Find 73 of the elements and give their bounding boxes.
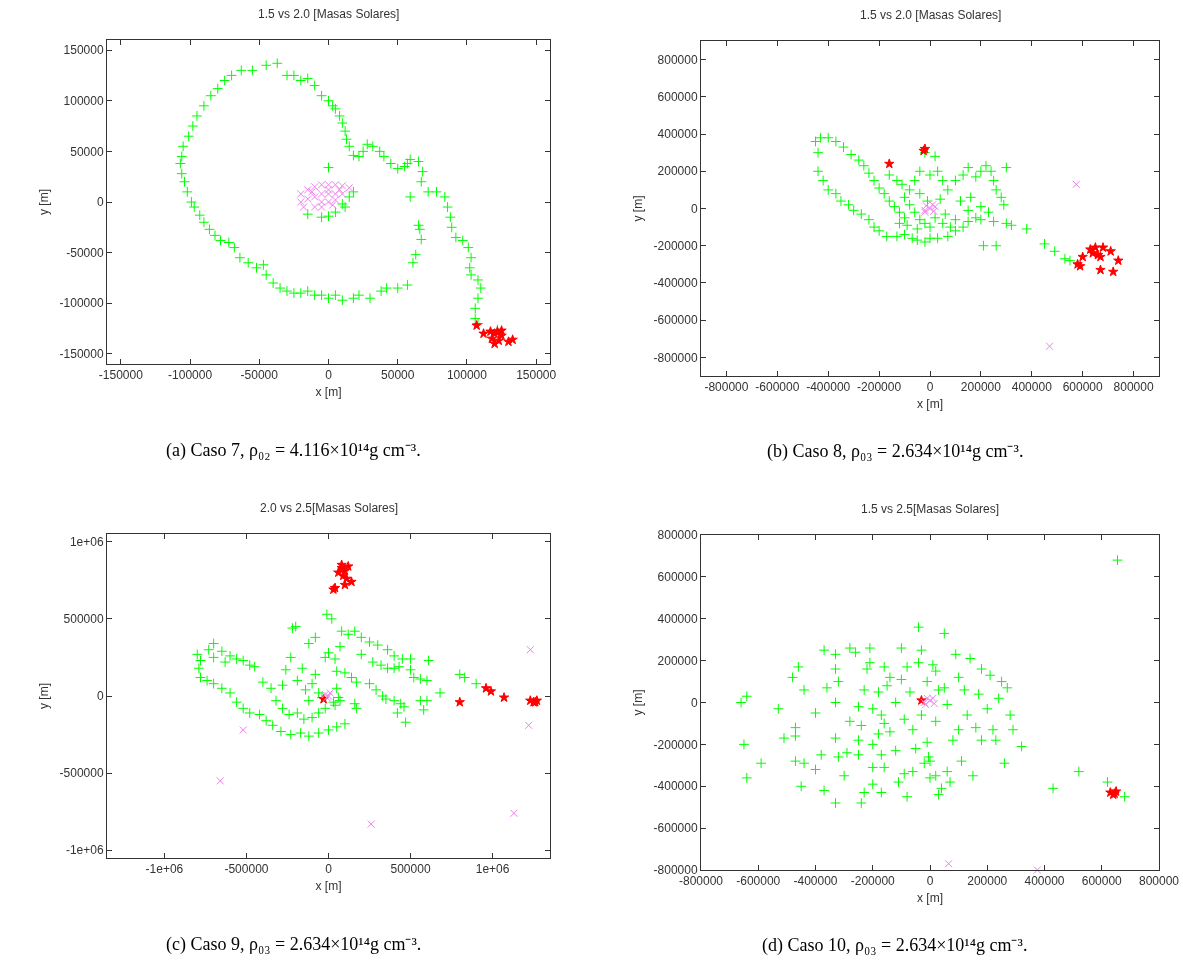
x-axis-title: x [m] — [917, 891, 943, 906]
x-axis-title: x [m] — [315, 879, 342, 894]
x-tick-label: 50000 — [381, 368, 415, 383]
y-tick-label: -400000 — [653, 276, 698, 291]
y-tick-label: 0 — [96, 689, 104, 704]
y-tick-label: 0 — [690, 201, 698, 216]
y-tick-label: -800000 — [653, 350, 698, 365]
x-tick-label: -400000 — [806, 380, 851, 395]
x-tick-label: 600000 — [1062, 380, 1104, 395]
x-tick-label: -800000 — [704, 380, 749, 395]
chart-title: 1.5 vs 2.0 [Masas Solares] — [860, 8, 1002, 22]
y-tick-label: -600000 — [653, 821, 698, 836]
x-tick-label: 600000 — [1081, 874, 1123, 889]
y-tick-label: 400000 — [657, 127, 698, 142]
x-tick-label: 800000 — [1138, 874, 1180, 889]
text: (a) Caso 7, ρ₀₂ = 4.116×10¹⁴g cm⁻³. — [166, 440, 421, 461]
x-tick-label: -50000 — [240, 368, 279, 383]
y-tick-label: 600000 — [657, 90, 698, 105]
y-axis-title: y [m] — [36, 683, 51, 709]
y-tick-label: -500000 — [59, 766, 104, 781]
x-tick-label: 400000 — [1011, 380, 1053, 395]
x-tick-label: 1e+06 — [475, 862, 510, 877]
y-axis-title: y [m] — [630, 195, 645, 222]
x-tick-label: 500000 — [390, 862, 431, 877]
y-tick-label: 600000 — [657, 570, 698, 585]
x-tick-label: 0 — [325, 862, 333, 877]
y-tick-label: 400000 — [657, 611, 698, 626]
y-tick-label: 0 — [690, 695, 698, 710]
x-tick-label: -1e+06 — [145, 862, 184, 877]
chart-title: 1.5 vs 2.0 [Masas Solares] — [258, 7, 400, 21]
y-tick-label: 100000 — [63, 93, 104, 108]
y-tick-label: 800000 — [657, 528, 698, 543]
y-tick-label: 200000 — [657, 653, 698, 668]
y-tick-label: -200000 — [653, 737, 698, 752]
x-tick-label: -100000 — [168, 368, 213, 383]
x-tick-label: 400000 — [1024, 874, 1065, 889]
x-tick-label: -200000 — [850, 874, 896, 889]
x-tick-label: -600000 — [736, 874, 781, 889]
y-tick-label: 50000 — [70, 144, 104, 159]
y-tick-label: -600000 — [653, 313, 698, 328]
chart-title: 2.0 vs 2.5[Masas Solares] — [260, 501, 399, 515]
y-axis-title: y [m] — [36, 189, 51, 215]
x-tick-label: 0 — [926, 874, 934, 889]
y-tick-label: 0 — [96, 195, 104, 210]
y-tick-label: 200000 — [657, 164, 698, 179]
text: (c) Caso 9, ρ₀₃ = 2.634×10¹⁴g cm⁻³. — [166, 934, 422, 955]
y-tick-label: -200000 — [653, 238, 698, 253]
x-tick-label: 200000 — [967, 874, 1008, 889]
chart-title: 1.5 vs 2.5[Masas Solares] — [861, 502, 1000, 516]
text: (b) Caso 8, ρ₀₃ = 2.634×10¹⁴g cm⁻³. — [767, 441, 1024, 462]
y-axis-title: y [m] — [630, 689, 645, 716]
x-tick-label: -400000 — [793, 874, 838, 889]
y-tick-label: 150000 — [63, 43, 104, 58]
x-tick-label: 100000 — [446, 368, 488, 383]
y-tick-label: -400000 — [653, 779, 698, 794]
x-tick-label: 800000 — [1113, 380, 1154, 395]
x-tick-label: 200000 — [960, 380, 1002, 395]
x-tick-label: 0 — [926, 380, 934, 395]
x-tick-label: 150000 — [516, 368, 557, 383]
x-axis-title: x [m] — [917, 397, 943, 412]
x-tick-label: 0 — [325, 368, 333, 383]
x-axis-title: x [m] — [315, 385, 342, 400]
text: (d) Caso 10, ρ₀₃ = 2.634×10¹⁴g cm⁻³. — [762, 935, 1028, 956]
x-tick-label: -200000 — [857, 380, 902, 395]
y-tick-label: -150000 — [59, 347, 104, 362]
y-tick-label: -50000 — [66, 245, 104, 260]
y-tick-label: -100000 — [59, 296, 104, 311]
y-tick-label: 1e+06 — [69, 534, 104, 549]
x-tick-label: -500000 — [224, 862, 269, 877]
x-tick-label: -600000 — [755, 380, 800, 395]
y-tick-label: 500000 — [63, 612, 104, 627]
y-tick-label: -1e+06 — [65, 843, 104, 858]
y-tick-label: 800000 — [657, 52, 698, 67]
